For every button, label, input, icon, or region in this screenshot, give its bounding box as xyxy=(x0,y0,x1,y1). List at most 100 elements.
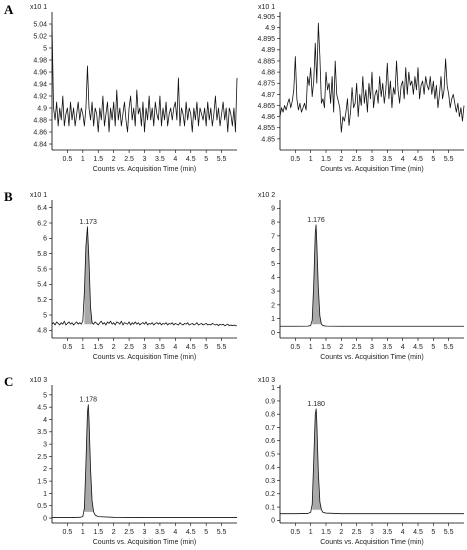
y-tick-label: 1 xyxy=(271,316,275,323)
x-tick-label: 3 xyxy=(370,529,374,536)
y-tick-label: 5.04 xyxy=(33,21,47,28)
x-tick-label: 5.5 xyxy=(217,344,227,351)
panel-label-c: C xyxy=(4,374,13,389)
y-tick-label: 4 xyxy=(43,417,47,424)
series-line xyxy=(51,23,238,133)
x-tick-label: 0.5 xyxy=(63,344,73,351)
y-tick-label: 0.1 xyxy=(265,504,275,511)
series-line xyxy=(280,224,464,327)
peak-area-fill xyxy=(312,224,322,325)
y-tick-label: 5 xyxy=(43,312,47,319)
y-tick-label: 0.9 xyxy=(265,398,275,405)
y-tick-label: 3.5 xyxy=(37,429,47,436)
x-tick-label: 3.5 xyxy=(382,529,392,536)
x-tick-label: 0.5 xyxy=(290,344,300,351)
x-tick-label: 3.5 xyxy=(155,156,165,163)
y-tick-label: 5.2 xyxy=(37,297,47,304)
chart-panel: x10 1 4.85 4.855 4.86 4.865 4.87 4.875 4.88 4.88… xyxy=(257,4,465,173)
y-tick-label: 4.84 xyxy=(33,141,47,148)
x-tick-label: 2 xyxy=(112,344,116,351)
y-tick-label: 7 xyxy=(271,233,275,240)
chart-panel: x10 2 0 1 2 3 4 5 6 7 8 9 0.5 1 1.5 2 2.5 3 3.5 4 4.5 5 5.5 Co… xyxy=(258,192,464,361)
x-tick-label: 3.5 xyxy=(155,344,165,351)
x-tick-label: 1 xyxy=(309,344,313,351)
y-tick-label: 5.6 xyxy=(37,266,47,273)
panel-label-a: A xyxy=(4,2,14,17)
x-tick-label: 1.5 xyxy=(321,344,331,351)
y-tick-label: 1 xyxy=(43,491,47,498)
peak-area-fill xyxy=(84,226,94,325)
chart-panel: x10 3 0 0.1 0.2 0.3 0.4 0.5 0.6 0.7 0.8 0.9 1 0.5 1 1.… xyxy=(258,377,464,546)
y-tick-label: 1 xyxy=(271,385,275,392)
panel-label-b: B xyxy=(4,189,13,204)
x-tick-label: 1 xyxy=(81,344,85,351)
y-tick-label: 3 xyxy=(271,288,275,295)
x-tick-label: 5 xyxy=(431,156,435,163)
y-multiplier-label: x10 3 xyxy=(30,377,47,384)
y-tick-label: 6 xyxy=(43,236,47,243)
y-tick-label: 9 xyxy=(271,206,275,213)
x-tick-label: 0.5 xyxy=(290,156,300,163)
y-tick-label: 4.905 xyxy=(257,14,275,21)
x-tick-label: 5.5 xyxy=(217,156,227,163)
y-tick-label: 8 xyxy=(271,219,275,226)
y-tick-label: 4.98 xyxy=(33,57,47,64)
x-tick-label: 4.5 xyxy=(186,529,196,536)
x-tick-label: 1.5 xyxy=(93,344,103,351)
y-tick-label: 6.4 xyxy=(37,205,47,212)
y-tick-label: 4.96 xyxy=(33,69,47,76)
x-tick-label: 1.5 xyxy=(93,156,103,163)
x-tick-label: 4 xyxy=(401,529,405,536)
x-tick-label: 2.5 xyxy=(124,344,134,351)
x-axis-label: Counts vs. Acquisition Time (min) xyxy=(93,166,196,173)
y-multiplier-label: x10 1 xyxy=(30,192,47,199)
y-tick-label: 4.88 xyxy=(261,69,275,76)
x-axis-label: Counts vs. Acquisition Time (min) xyxy=(93,539,196,546)
x-tick-label: 1 xyxy=(309,529,313,536)
y-tick-label: 0.4 xyxy=(265,465,275,472)
x-tick-label: 5.5 xyxy=(444,529,454,536)
y-tick-label: 0.3 xyxy=(265,478,275,485)
x-tick-label: 4.5 xyxy=(413,156,423,163)
x-tick-label: 5.5 xyxy=(444,156,454,163)
y-tick-label: 6 xyxy=(271,247,275,254)
chart-panel: x10 1 4.84 4.86 4.88 4.9 4.92 4.94 4.96 4.98 5 5.0… xyxy=(30,4,238,173)
y-tick-label: 2 xyxy=(271,302,275,309)
x-tick-label: 0.5 xyxy=(63,529,73,536)
x-tick-label: 4 xyxy=(401,344,405,351)
x-tick-label: 5 xyxy=(431,529,435,536)
x-tick-label: 1 xyxy=(81,529,85,536)
y-multiplier-label: x10 3 xyxy=(258,377,275,384)
x-tick-label: 2 xyxy=(112,529,116,536)
x-tick-label: 2 xyxy=(112,156,116,163)
x-tick-label: 1.5 xyxy=(321,156,331,163)
y-tick-label: 2.5 xyxy=(37,454,47,461)
y-tick-label: 0.5 xyxy=(37,503,47,510)
y-tick-label: 5 xyxy=(43,45,47,52)
series-line xyxy=(279,22,465,133)
x-tick-label: 5.5 xyxy=(444,344,454,351)
y-tick-label: 2 xyxy=(43,466,47,473)
y-tick-label: 1.5 xyxy=(37,479,47,486)
y-tick-label: 0.8 xyxy=(265,412,275,419)
x-tick-label: 2 xyxy=(339,156,343,163)
x-tick-label: 5 xyxy=(204,344,208,351)
x-tick-label: 5 xyxy=(431,344,435,351)
x-tick-label: 3 xyxy=(143,156,147,163)
y-tick-label: 4.5 xyxy=(37,405,47,412)
x-tick-label: 3 xyxy=(143,344,147,351)
y-tick-label: 0.7 xyxy=(265,425,275,432)
y-tick-label: 0 xyxy=(271,330,275,337)
y-tick-label: 4.875 xyxy=(257,81,275,88)
x-tick-label: 2.5 xyxy=(352,344,362,351)
y-tick-label: 5 xyxy=(271,261,275,268)
x-tick-label: 2.5 xyxy=(352,156,362,163)
x-tick-label: 3.5 xyxy=(155,529,165,536)
x-tick-label: 2.5 xyxy=(124,529,134,536)
y-tick-label: 4.86 xyxy=(261,114,275,121)
y-tick-label: 6.2 xyxy=(37,220,47,227)
x-tick-label: 0.5 xyxy=(290,529,300,536)
y-tick-label: 0 xyxy=(271,518,275,525)
y-tick-label: 0 xyxy=(43,515,47,522)
